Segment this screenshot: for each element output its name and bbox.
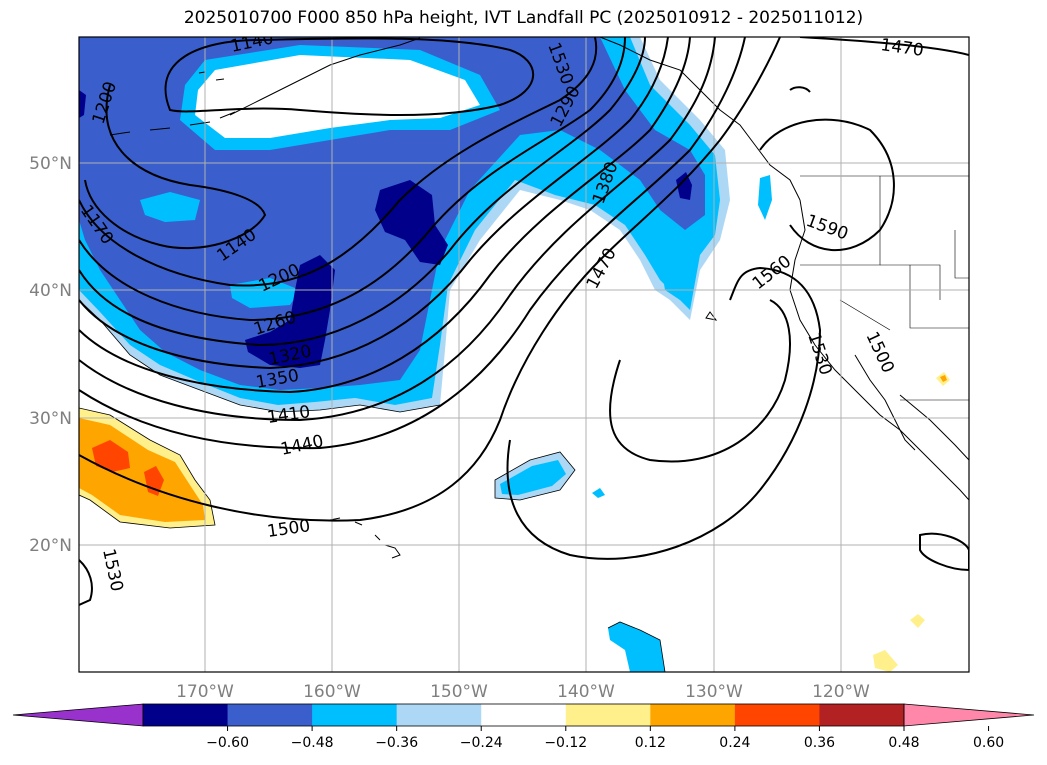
- shade-lightblue-pac-nw: [758, 175, 772, 220]
- lat-label: 40°N: [29, 281, 72, 301]
- colorbar-segment: [227, 704, 313, 726]
- lon-label: 160°W: [303, 682, 361, 702]
- shade-yellow-east-2: [910, 614, 925, 628]
- coast-bc-washington: [789, 199, 969, 501]
- coastlines: [109, 37, 969, 559]
- shade-yellow-east-3: [873, 650, 898, 672]
- lon-label: 170°W: [176, 682, 234, 702]
- shade-navy-core-edge: [79, 90, 86, 118]
- colorbar-segment: [143, 704, 229, 726]
- colorbar-tick-label: −0.36: [375, 735, 418, 751]
- colorbar-outline: [142, 703, 905, 727]
- lon-label: 130°W: [685, 682, 743, 702]
- colorbar-segment: [312, 704, 398, 726]
- colorbar-extend-low: [12, 703, 144, 727]
- coast-mexico: [899, 394, 969, 461]
- colorbar-tick-label: −0.60: [206, 735, 249, 751]
- contour-label: 1470: [879, 35, 925, 61]
- ivt-shading: [79, 37, 950, 672]
- colorbar-tick-label: 0.12: [635, 735, 666, 751]
- longitude-labels: 170°W 160°W 150°W 140°W 130°W 120°W: [176, 682, 870, 702]
- latitude-labels: 50°N 40°N 30°N 20°N: [29, 154, 72, 556]
- graticule: [79, 37, 969, 672]
- lon-label: 140°W: [557, 682, 615, 702]
- colorbar-tick-label: 0.24: [719, 735, 750, 751]
- colorbar-segment: [819, 704, 905, 726]
- colorbar-segment: [650, 704, 736, 726]
- coast-aleutians: [109, 111, 236, 136]
- colorbar-segment: [396, 704, 482, 726]
- lon-label: 120°W: [812, 682, 870, 702]
- colorbar-tick-label: −0.12: [544, 735, 587, 751]
- colorbar-tick-label: 0.60: [973, 735, 1004, 751]
- height-contours: [79, 37, 969, 606]
- lon-label: 150°W: [430, 682, 488, 702]
- colorbar-extend-high: [903, 703, 1035, 727]
- colorbar-segment: [481, 704, 567, 726]
- shade-redorange-sw-1: [92, 440, 130, 472]
- map-frame: [78, 36, 970, 673]
- lat-label: 30°N: [29, 409, 72, 429]
- colorbar-tick-label: 0.48: [888, 735, 919, 751]
- coast-baja: [854, 354, 916, 451]
- colorbar-tick-label: 0.36: [804, 735, 835, 751]
- colorbar-segment: [734, 704, 820, 726]
- colorbar: −0.60 −0.48 −0.36 −0.24 −0.12 0.12 0.24 0.36 0.4…: [12, 703, 1035, 751]
- shade-cyan-blob-south: [608, 622, 665, 672]
- coast-tiny-islands: [198, 71, 718, 321]
- coast-hawaii: [329, 517, 401, 559]
- colorbar-segment: [565, 704, 651, 726]
- borders: [800, 175, 969, 401]
- shade-navy-core-center: [245, 255, 335, 368]
- shade-cyan-patch-west: [140, 192, 200, 222]
- ivt-outline: [79, 299, 666, 672]
- colorbar-tick-label: −0.24: [460, 735, 503, 751]
- lat-label: 50°N: [29, 154, 72, 174]
- lat-label: 20°N: [29, 536, 72, 556]
- shade-redorange-sw-2: [144, 466, 164, 496]
- coast-gulf-alaska: [599, 37, 801, 201]
- shade-orange-east-1: [940, 375, 947, 382]
- colorbar-tick-label: −0.48: [291, 735, 334, 751]
- shade-navy-core-coast: [676, 172, 692, 200]
- figure-title: 2025010700 F000 850 hPa height, IVT Land…: [183, 8, 864, 28]
- shade-cyan-blob-subtropic-inner: [500, 460, 566, 495]
- coast-alaska-south: [229, 37, 421, 116]
- shade-navy-core-north: [375, 180, 448, 265]
- shade-gap-north-white: [195, 55, 480, 138]
- shade-cyan-blob-small: [592, 488, 605, 498]
